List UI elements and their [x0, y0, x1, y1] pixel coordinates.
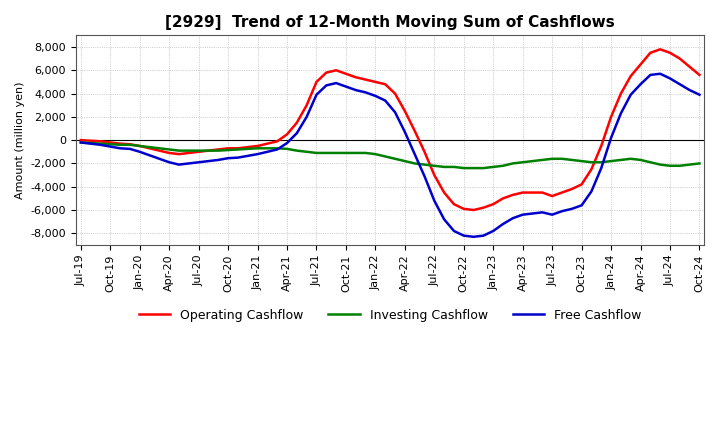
- Operating Cashflow: [332, 68, 341, 73]
- Y-axis label: Amount (million yen): Amount (million yen): [15, 81, 25, 199]
- Line: Operating Cashflow: Operating Cashflow: [81, 49, 699, 210]
- Operating Cashflow: [695, 72, 703, 77]
- Operating Cashflow: [489, 202, 498, 207]
- Operating Cashflow: [469, 207, 478, 213]
- Title: [2929]  Trend of 12-Month Moving Sum of Cashflows: [2929] Trend of 12-Month Moving Sum of C…: [166, 15, 615, 30]
- Free Cashflow: [695, 92, 703, 97]
- Free Cashflow: [155, 156, 163, 161]
- Investing Cashflow: [332, 150, 341, 156]
- Free Cashflow: [332, 81, 341, 86]
- Operating Cashflow: [420, 149, 429, 154]
- Free Cashflow: [489, 228, 498, 234]
- Line: Investing Cashflow: Investing Cashflow: [81, 143, 699, 168]
- Line: Free Cashflow: Free Cashflow: [81, 74, 699, 237]
- Operating Cashflow: [479, 205, 487, 210]
- Free Cashflow: [479, 233, 487, 238]
- Legend: Operating Cashflow, Investing Cashflow, Free Cashflow: Operating Cashflow, Investing Cashflow, …: [134, 304, 647, 327]
- Free Cashflow: [420, 174, 429, 179]
- Operating Cashflow: [76, 138, 85, 143]
- Investing Cashflow: [155, 146, 163, 151]
- Free Cashflow: [76, 140, 85, 145]
- Free Cashflow: [469, 234, 478, 239]
- Operating Cashflow: [381, 81, 390, 87]
- Free Cashflow: [656, 71, 665, 77]
- Free Cashflow: [381, 98, 390, 103]
- Operating Cashflow: [656, 47, 665, 52]
- Investing Cashflow: [459, 165, 468, 171]
- Investing Cashflow: [76, 140, 85, 145]
- Investing Cashflow: [479, 165, 487, 171]
- Operating Cashflow: [155, 148, 163, 153]
- Investing Cashflow: [489, 164, 498, 169]
- Investing Cashflow: [381, 154, 390, 159]
- Investing Cashflow: [420, 162, 429, 167]
- Investing Cashflow: [695, 161, 703, 166]
